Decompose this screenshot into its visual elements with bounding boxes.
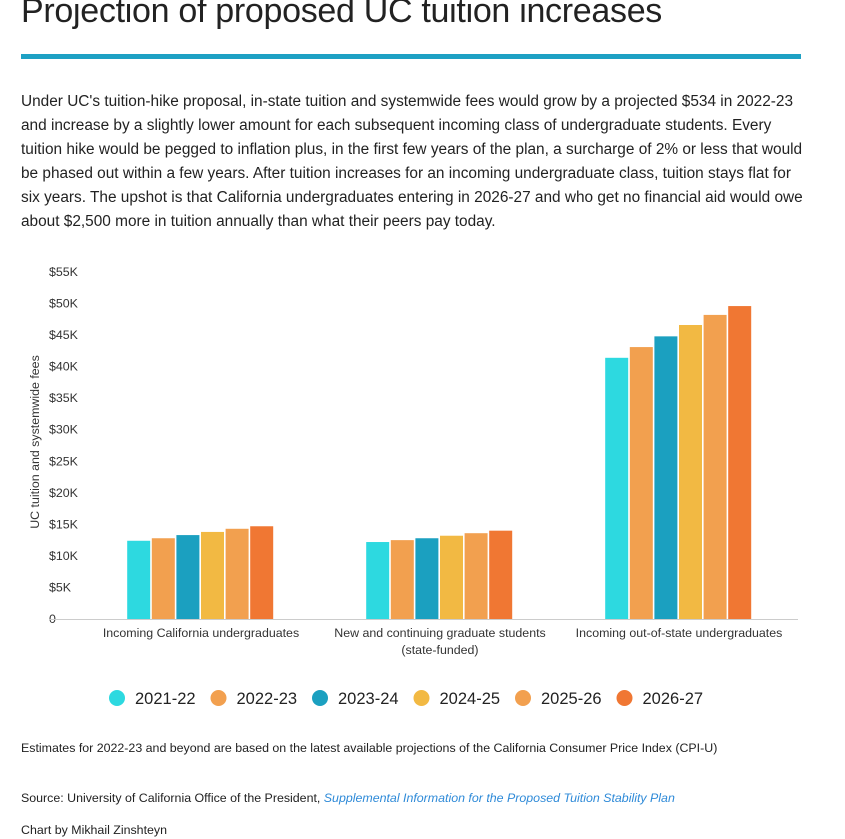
bar-2022-23-group-2 — [390, 540, 414, 619]
x-category-label: Incoming out-of-state undergraduates — [576, 626, 783, 640]
bar-2022-23-group-1 — [151, 538, 175, 619]
legend-label-2022-23: 2022-23 — [237, 690, 298, 708]
y-axis-label: UC tuition and systemwide fees — [28, 355, 42, 529]
bar-2021-22-group-3 — [605, 357, 629, 619]
bar-2023-24-group-1 — [176, 535, 200, 619]
source-line: Source: University of California Office … — [21, 791, 675, 805]
source-prefix: Source: University of California Office … — [21, 791, 324, 805]
y-tick-label: $50K — [49, 297, 79, 311]
bar-2021-22-group-1 — [127, 540, 151, 619]
y-tick-label: $30K — [49, 423, 79, 437]
footnote: Estimates for 2022-23 and beyond are bas… — [21, 741, 718, 755]
y-tick-label: $15K — [49, 517, 79, 531]
bar-2023-24-group-2 — [415, 538, 439, 619]
chart-description: Under UC's tuition-hike proposal, in-sta… — [21, 93, 803, 230]
y-tick-label: $40K — [49, 360, 79, 374]
legend-label-2023-24: 2023-24 — [338, 690, 399, 708]
legend-label-2024-25: 2024-25 — [440, 690, 501, 708]
legend-swatch-2021-22 — [109, 690, 125, 706]
bar-2025-26-group-3 — [703, 314, 727, 619]
bar-2025-26-group-2 — [464, 533, 488, 619]
y-tick-label: $45K — [49, 328, 79, 342]
legend-label-2026-27: 2026-27 — [643, 690, 704, 708]
bar-chart: 0$5K$10K$15K$20K$25K$30K$35K$40K$45K$50K… — [28, 265, 798, 708]
y-tick-label: $25K — [49, 454, 79, 468]
bar-2024-25-group-1 — [201, 531, 224, 619]
x-category-label: Incoming California undergraduates — [103, 626, 299, 640]
y-tick-label: $55K — [49, 265, 79, 279]
source-link[interactable]: Supplemental Information for the Propose… — [323, 791, 675, 805]
legend-swatch-2025-26 — [515, 690, 531, 706]
legend-label-2021-22: 2021-22 — [135, 690, 196, 708]
x-category-label: New and continuing graduate students — [334, 626, 545, 640]
bar-2023-24-group-3 — [654, 336, 678, 619]
x-category-label: (state-funded) — [401, 643, 478, 657]
y-tick-label: $10K — [49, 549, 79, 563]
bar-2026-27-group-1 — [250, 526, 274, 619]
legend-swatch-2023-24 — [312, 690, 328, 706]
bar-2026-27-group-2 — [489, 530, 513, 619]
bar-2021-22-group-2 — [366, 542, 390, 619]
title-rule — [21, 54, 801, 59]
page-title: Projection of proposed UC tuition increa… — [21, 0, 663, 30]
legend-swatch-2026-27 — [616, 690, 633, 706]
legend-swatch-2022-23 — [210, 690, 227, 706]
bar-2024-25-group-2 — [440, 535, 463, 619]
bar-2025-26-group-1 — [225, 528, 249, 619]
chart-credit: Chart by Mikhail Zinshteyn — [21, 823, 167, 837]
bar-2026-27-group-3 — [728, 306, 752, 619]
y-tick-label: $35K — [49, 391, 79, 405]
y-tick-label: $20K — [49, 486, 79, 500]
bar-2022-23-group-3 — [629, 347, 653, 619]
legend-label-2025-26: 2025-26 — [541, 690, 602, 708]
bar-2024-25-group-3 — [679, 324, 702, 619]
y-tick-label: $5K — [49, 580, 72, 594]
legend-swatch-2024-25 — [413, 690, 430, 706]
